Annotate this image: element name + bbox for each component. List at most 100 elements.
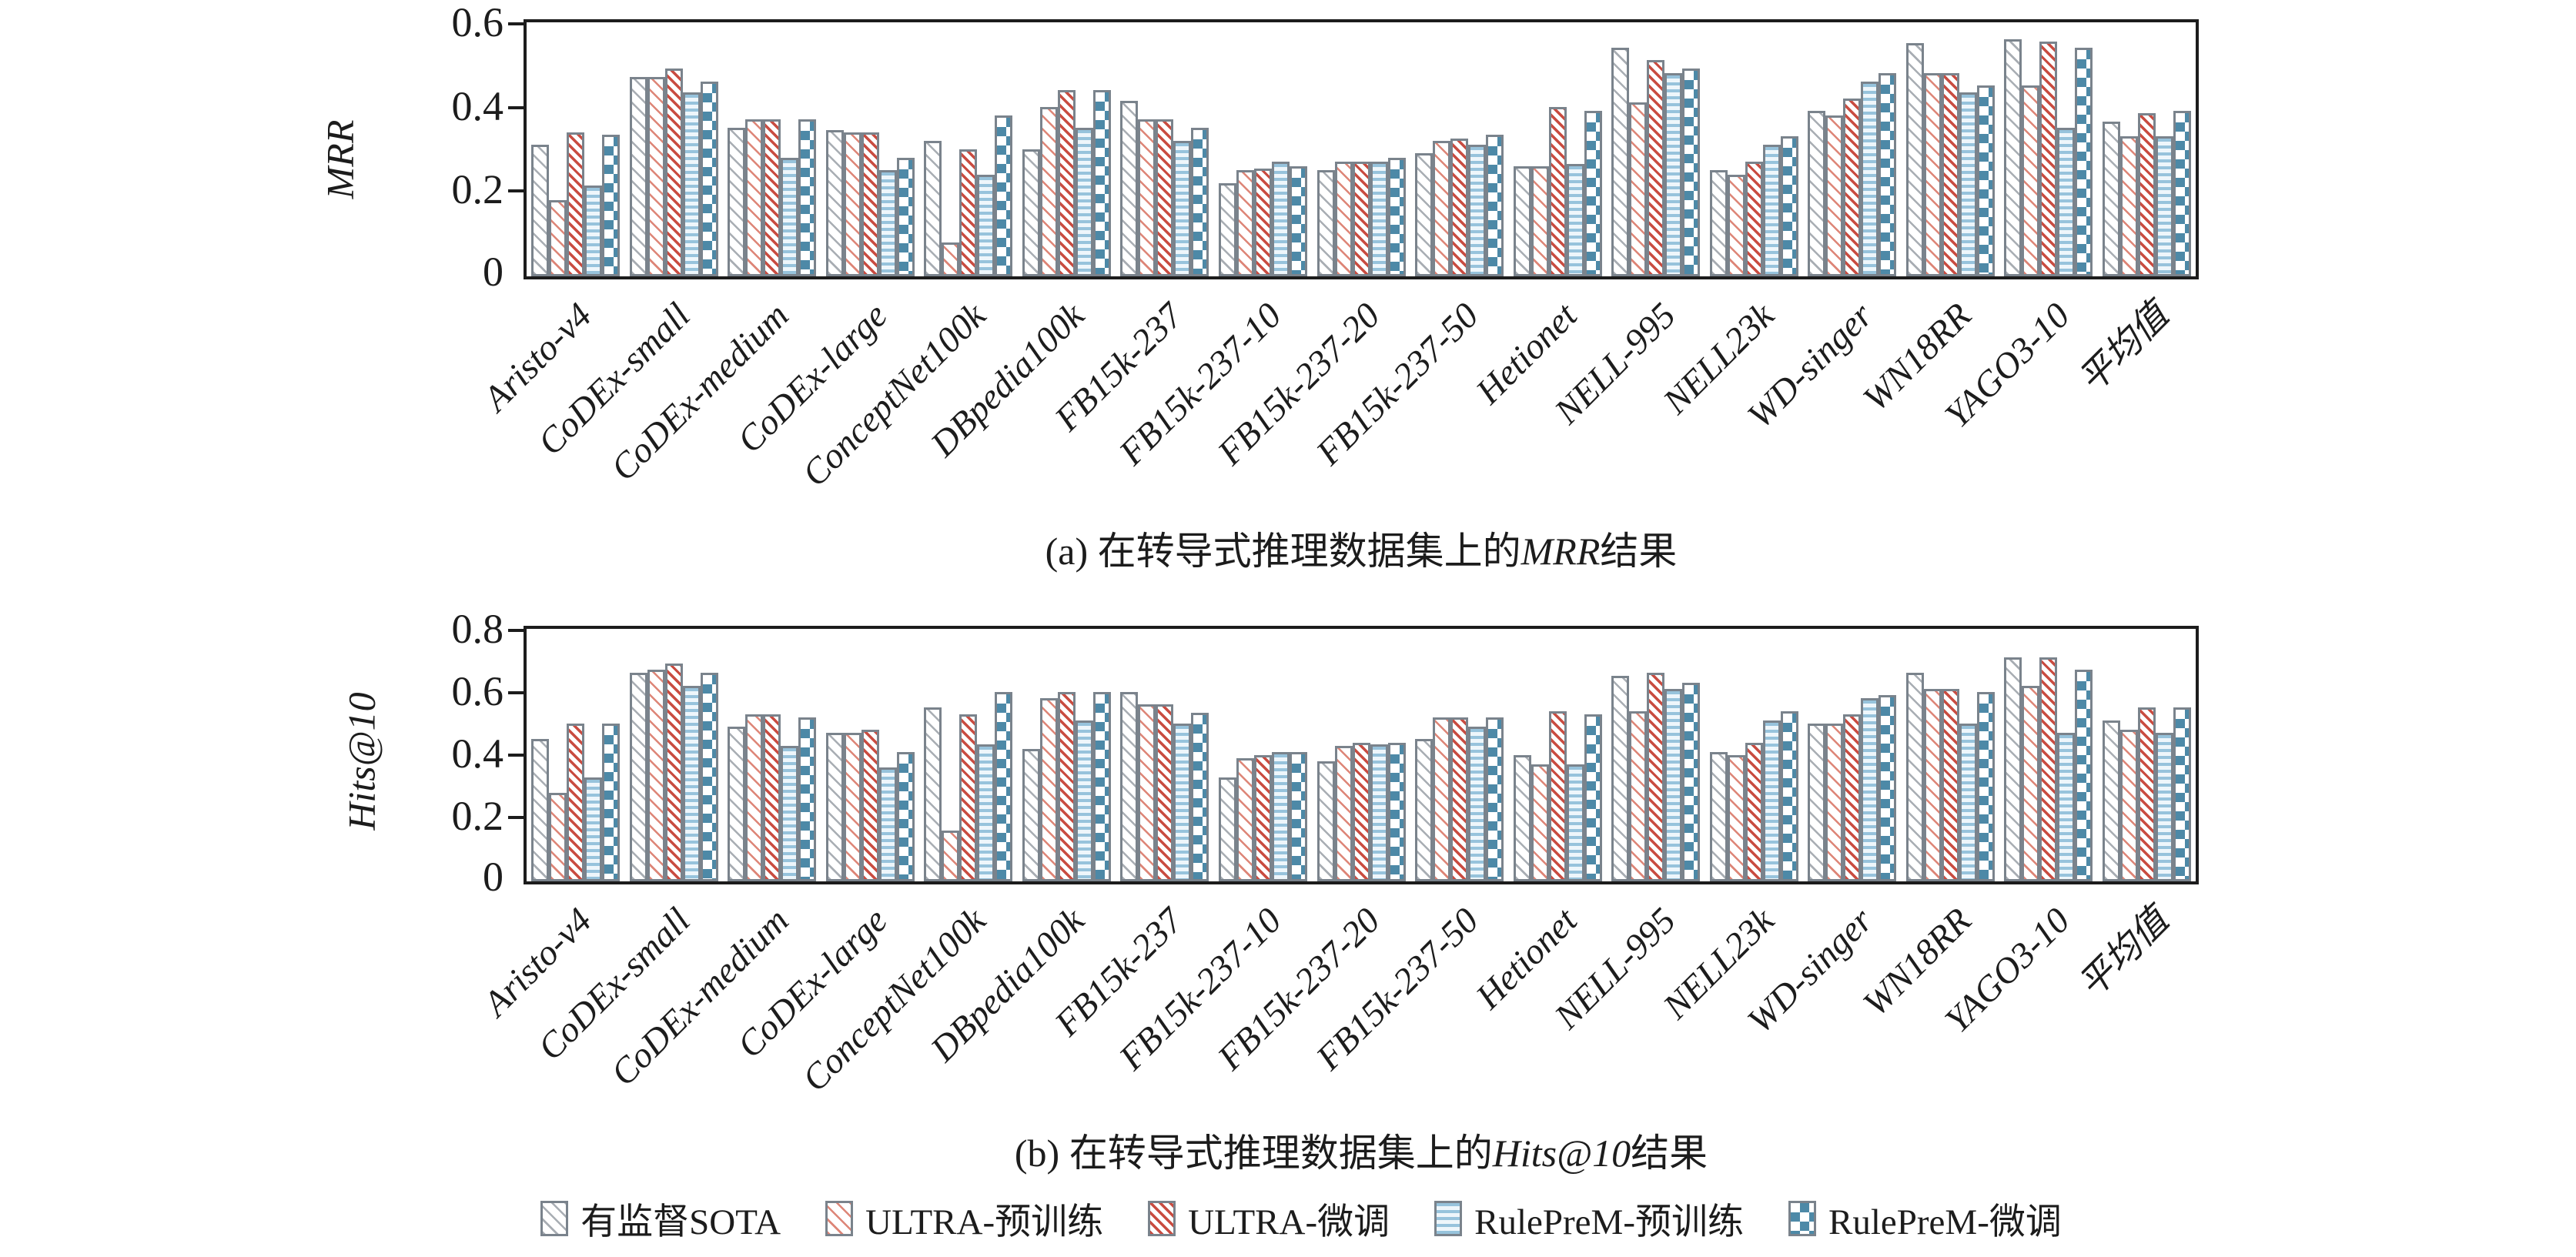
- bar-ULTRA-预训练-ConceptNet100k: [942, 831, 960, 881]
- y-tick: [508, 816, 525, 819]
- legend-item-RulePreM-微调: RulePreM-微调: [1788, 1192, 2062, 1245]
- bar-RulePreM-预训练-CoDEx-small: [682, 686, 701, 881]
- y-tick-label: 0.8: [451, 606, 504, 652]
- bar-RulePreM-微调-CoDEx-medium: [798, 717, 817, 881]
- bar-有监督SOTA-NELL-995: [1611, 676, 1630, 881]
- bar-ULTRA-微调-ConceptNet100k: [959, 149, 978, 276]
- bar-ULTRA-预训练-NELL23k: [1727, 175, 1745, 276]
- bar-ULTRA-预训练-WN18RR: [1923, 73, 1942, 276]
- bar-group-FB15k-237-10: [1214, 22, 1313, 276]
- bar-ULTRA-预训练-YAGO3-10: [2022, 85, 2040, 276]
- bar-有监督SOTA-CoDEx-large: [825, 130, 844, 276]
- bar-RulePreM-预训练-FB15k-237-50: [1468, 145, 1487, 276]
- bar-ULTRA-微调-FB15k-237-20: [1352, 743, 1370, 881]
- bar-ULTRA-预训练-NELL23k: [1727, 755, 1745, 881]
- bar-RulePreM-微调-FB15k-237-10: [1289, 166, 1307, 276]
- bar-ULTRA-预训练-平均值: [2119, 730, 2138, 881]
- bar-group-NELL-995: [1607, 22, 1705, 276]
- bar-ULTRA-微调-FB15k-237-10: [1253, 755, 1272, 881]
- bar-group-ConceptNet100k: [919, 629, 1018, 881]
- bar-ULTRA-预训练-DBpedia100k: [1039, 698, 1058, 881]
- bar-RulePreM-预训练-FB15k-237: [1173, 141, 1192, 276]
- bar-ULTRA-微调-CoDEx-large: [861, 132, 879, 276]
- bar-有监督SOTA-NELL23k: [1709, 752, 1728, 881]
- bar-RulePreM-预训练-NELL-995: [1664, 73, 1683, 276]
- bar-RulePreM-微调-ConceptNet100k: [995, 692, 1013, 881]
- bar-ULTRA-微调-NELL23k: [1745, 162, 1763, 276]
- bar-group-ConceptNet100k: [919, 22, 1018, 276]
- bar-有监督SOTA-Aristo-v4: [531, 145, 550, 276]
- bars-layer: [527, 22, 2196, 276]
- bar-有监督SOTA-YAGO3-10: [2004, 39, 2022, 276]
- bar-有监督SOTA-WN18RR: [1905, 673, 1924, 881]
- bar-RulePreM-微调-FB15k-237-10: [1289, 752, 1307, 881]
- y-tick: [508, 691, 525, 694]
- bar-group-WN18RR: [1901, 629, 1999, 881]
- bar-ULTRA-微调-FB15k-237-50: [1450, 717, 1469, 881]
- bar-RulePreM-微调-CoDEx-medium: [798, 119, 817, 276]
- bars-layer: [527, 629, 2196, 881]
- bar-RulePreM-微调-CoDEx-small: [700, 673, 718, 881]
- bar-group-WD-singer: [1803, 22, 1902, 276]
- bar-ULTRA-预训练-DBpedia100k: [1039, 107, 1058, 276]
- bar-ULTRA-微调-平均值: [2137, 707, 2156, 881]
- y-tick: [508, 22, 525, 25]
- bar-ULTRA-微调-Aristo-v4: [567, 724, 585, 881]
- bar-RulePreM-预训练-Aristo-v4: [584, 186, 603, 276]
- y-tick: [508, 189, 525, 193]
- bar-RulePreM-微调-Hetionet: [1584, 714, 1602, 881]
- bar-RulePreM-预训练-CoDEx-medium: [781, 746, 799, 881]
- bar-RulePreM-微调-DBpedia100k: [1092, 692, 1111, 881]
- bar-有监督SOTA-FB15k-237-10: [1218, 777, 1236, 881]
- bar-group-CoDEx-medium: [723, 629, 821, 881]
- bar-RulePreM-预训练-CoDEx-large: [878, 170, 897, 276]
- bar-ULTRA-微调-FB15k-237-50: [1450, 139, 1469, 276]
- bar-group-Hetionet: [1508, 22, 1607, 276]
- bar-group-CoDEx-large: [821, 629, 920, 881]
- y-axis-label-mrr: MRR: [318, 119, 362, 199]
- y-tick: [508, 754, 525, 757]
- bar-ULTRA-微调-WD-singer: [1843, 99, 1862, 276]
- bar-group-YAGO3-10: [1999, 629, 2098, 881]
- bar-有监督SOTA-FB15k-237-50: [1415, 153, 1434, 276]
- bar-group-FB15k-237-10: [1214, 629, 1313, 881]
- bar-ULTRA-预训练-CoDEx-large: [843, 132, 861, 276]
- bar-ULTRA-预训练-Aristo-v4: [549, 200, 567, 276]
- bar-RulePreM-微调-FB15k-237-20: [1387, 158, 1406, 276]
- bar-group-Aristo-v4: [527, 22, 625, 276]
- legend-item-有监督SOTA: 有监督SOTA: [540, 1192, 781, 1245]
- bar-有监督SOTA-CoDEx-medium: [728, 727, 746, 881]
- bar-ULTRA-预训练-CoDEx-small: [647, 77, 665, 276]
- caption-b-metric: Hits@10: [1492, 1132, 1631, 1175]
- bar-ULTRA-微调-YAGO3-10: [2039, 657, 2058, 881]
- bar-RulePreM-预训练-FB15k-237-10: [1271, 162, 1290, 276]
- legend-swatch-p2: [825, 1200, 854, 1236]
- bar-group-FB15k-237: [1116, 629, 1214, 881]
- y-tick-label: 0: [483, 249, 503, 295]
- bar-ULTRA-预训练-CoDEx-small: [647, 670, 665, 881]
- bar-ULTRA-微调-FB15k-237: [1156, 119, 1174, 276]
- bar-RulePreM-预训练-CoDEx-large: [878, 767, 897, 881]
- bar-RulePreM-预训练-FB15k-237-20: [1370, 162, 1388, 276]
- bar-ULTRA-预训练-FB15k-237-20: [1334, 162, 1353, 276]
- legend-label: 有监督SOTA: [580, 1202, 781, 1242]
- bar-RulePreM-预训练-平均值: [2155, 136, 2173, 276]
- bar-有监督SOTA-WD-singer: [1808, 724, 1826, 881]
- bar-ULTRA-微调-YAGO3-10: [2039, 42, 2058, 276]
- bar-ULTRA-微调-DBpedia100k: [1057, 90, 1076, 276]
- bar-RulePreM-微调-NELL23k: [1780, 136, 1798, 276]
- legend: 有监督SOTA ULTRA-预训练 ULTRA-微调 RulePreM-预训练 Rule…: [262, 1192, 2340, 1245]
- bar-有监督SOTA-平均值: [2102, 720, 2120, 881]
- legend-label: ULTRA-微调: [1188, 1202, 1390, 1242]
- bar-有监督SOTA-FB15k-237-20: [1316, 761, 1335, 881]
- bar-有监督SOTA-YAGO3-10: [2004, 657, 2022, 881]
- bar-有监督SOTA-FB15k-237-10: [1218, 183, 1236, 276]
- bar-ULTRA-预训练-平均值: [2119, 136, 2138, 276]
- bar-ULTRA-微调-CoDEx-medium: [763, 119, 781, 276]
- y-tick-label: 0.4: [451, 82, 504, 129]
- bar-group-平均值: [2098, 22, 2196, 276]
- bar-RulePreM-预训练-Aristo-v4: [584, 777, 603, 881]
- bar-group-FB15k-237-20: [1312, 629, 1410, 881]
- bar-RulePreM-预训练-YAGO3-10: [2057, 733, 2076, 881]
